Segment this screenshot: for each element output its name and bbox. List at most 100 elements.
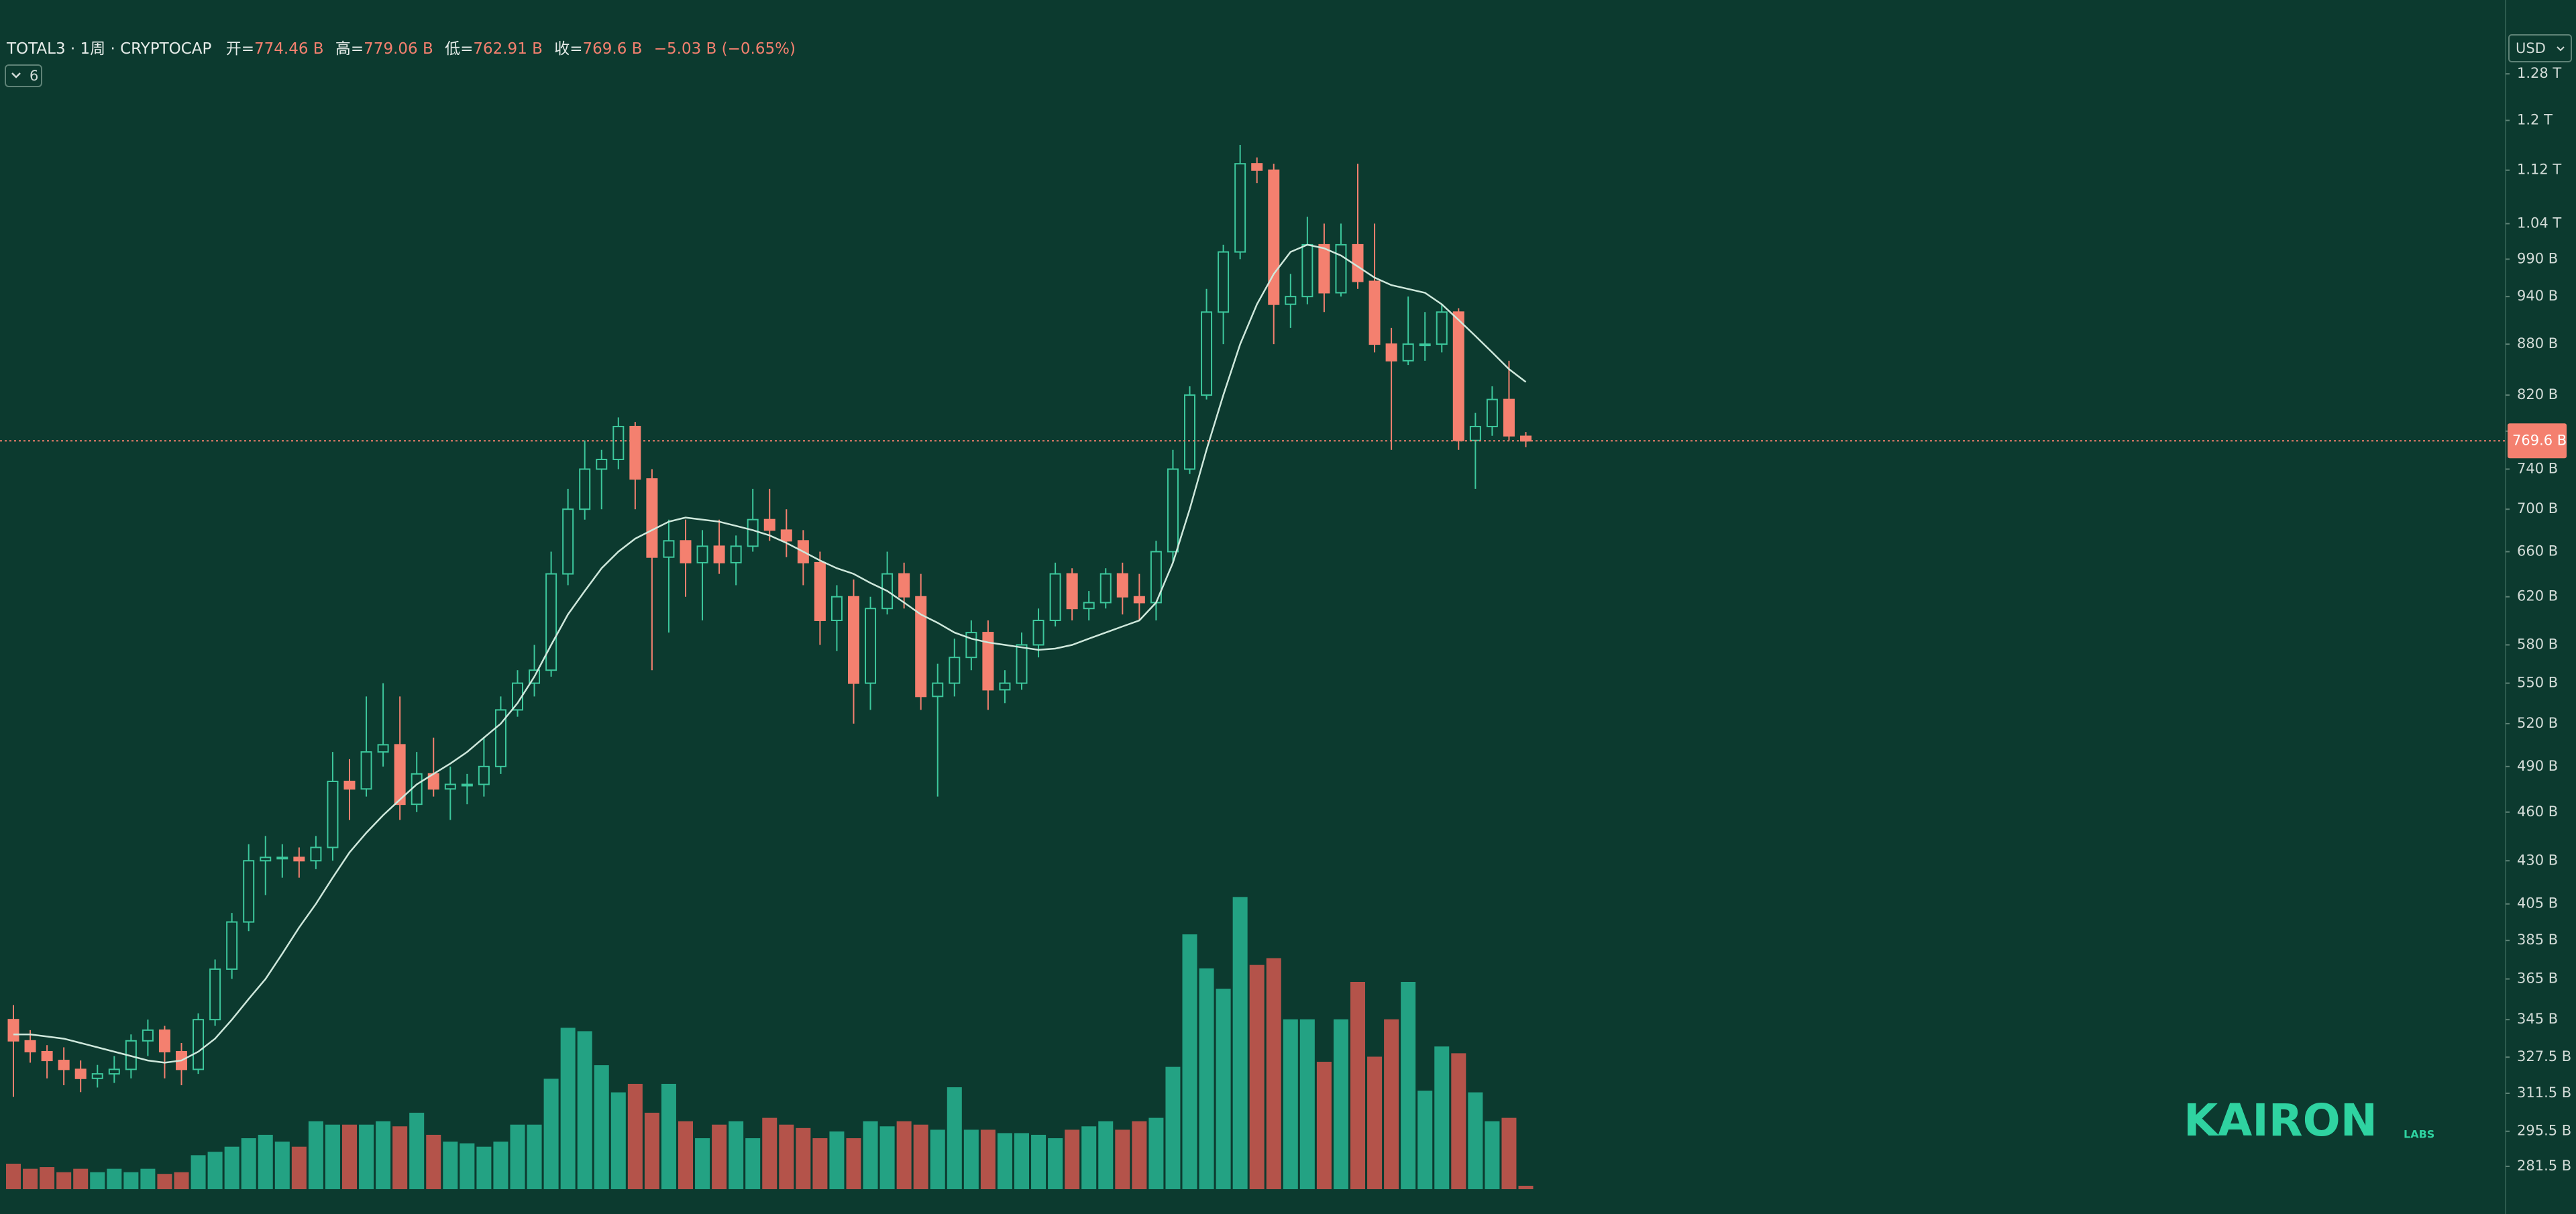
- volume-bar: [1417, 1091, 1433, 1189]
- field-label: 收=: [554, 40, 582, 58]
- candle-body: [1368, 280, 1381, 345]
- candle-body: [1099, 573, 1112, 604]
- candle-body: [596, 459, 608, 470]
- candle-body: [494, 709, 506, 767]
- volume-bar: [1451, 1053, 1466, 1189]
- symbol: TOTAL3 · 1周 · CRYPTOCAP: [6, 40, 212, 58]
- volume-bar: [1283, 1019, 1298, 1189]
- watermark: KAIRON: [2184, 1095, 2377, 1146]
- volume-bar: [73, 1168, 89, 1189]
- volume-bar: [224, 1146, 239, 1189]
- y-tick-label: 365 B: [2517, 971, 2558, 987]
- volume-pane: [6, 897, 1534, 1189]
- candle-body: [327, 780, 339, 848]
- y-tick-label: 1.2 T: [2517, 112, 2553, 128]
- volume-bar: [745, 1138, 761, 1189]
- field-label: 低=: [445, 40, 473, 58]
- volume-bar: [1115, 1129, 1130, 1189]
- y-tick-label: 1.12 T: [2517, 162, 2561, 178]
- candle-body: [74, 1068, 87, 1079]
- volume-bar: [543, 1079, 559, 1189]
- candle-body: [343, 780, 356, 790]
- y-tick-label: 490 B: [2517, 758, 2558, 774]
- candle-body: [377, 744, 389, 753]
- volume-bar: [1468, 1092, 1483, 1189]
- candle-body: [545, 573, 557, 671]
- candle-body: [1318, 243, 1330, 294]
- volume-bar: [207, 1152, 223, 1189]
- candle-body: [730, 545, 742, 563]
- candle-body: [1419, 343, 1431, 347]
- candle-body: [1083, 602, 1095, 610]
- candle-body: [629, 425, 641, 480]
- y-tick-label: 580 B: [2517, 636, 2558, 652]
- y-tick-label: 430 B: [2517, 852, 2558, 868]
- y-tick-label: 1.04 T: [2517, 215, 2561, 231]
- volume-bar: [56, 1172, 72, 1189]
- volume-bar: [661, 1083, 676, 1189]
- candle-body: [7, 1019, 19, 1042]
- volume-bar: [1350, 981, 1365, 1189]
- volume-bar: [779, 1124, 794, 1189]
- volume-bar: [1132, 1121, 1147, 1189]
- volume-bar: [1098, 1121, 1114, 1189]
- volume-bar: [1299, 1019, 1315, 1189]
- candle-body: [1066, 573, 1078, 610]
- y-tick-label: 311.5 B: [2517, 1085, 2571, 1101]
- candle-body: [999, 682, 1011, 691]
- volume-bar: [1199, 968, 1214, 1189]
- candle-body: [91, 1073, 103, 1079]
- volume-bar: [359, 1124, 374, 1189]
- candle-body: [830, 596, 843, 622]
- volume-bar: [241, 1138, 256, 1189]
- candle-body: [58, 1060, 70, 1070]
- volume-bar: [107, 1168, 122, 1189]
- y-tick-label: 660 B: [2517, 543, 2558, 559]
- candle-body: [1049, 573, 1061, 622]
- candle-body: [713, 545, 725, 563]
- chevron: [11, 72, 21, 78]
- candle-body: [276, 857, 288, 860]
- volume-bar: [1014, 1133, 1029, 1189]
- volume-bar: [1401, 981, 1416, 1189]
- select-box[interactable]: [2508, 34, 2572, 62]
- indicator-toggle[interactable]: 6: [5, 64, 42, 87]
- field-value: 774.46 B: [254, 40, 324, 58]
- volume-bar: [460, 1143, 475, 1189]
- volume-bar: [325, 1124, 340, 1189]
- volume-bar: [174, 1172, 189, 1189]
- candle-body: [763, 518, 775, 531]
- candle-body: [1251, 163, 1263, 171]
- candle-body: [310, 846, 322, 862]
- candle-body: [982, 632, 994, 691]
- candle-body: [1385, 343, 1397, 362]
- volume-bar: [879, 1126, 895, 1189]
- volume-bar: [695, 1138, 710, 1189]
- toggle-box[interactable]: [5, 64, 42, 87]
- candle-body: [142, 1029, 154, 1042]
- chevron: [2557, 46, 2565, 52]
- candle-body: [158, 1029, 170, 1052]
- volume-bar: [342, 1124, 357, 1189]
- candle-body: [1486, 398, 1498, 427]
- volume-bar: [796, 1127, 811, 1189]
- volume-bar: [1518, 1185, 1534, 1189]
- y-tick-label: 820 B: [2517, 386, 2558, 402]
- volume-bar: [1232, 897, 1248, 1189]
- volume-bar: [930, 1129, 945, 1189]
- candle-body: [747, 518, 759, 547]
- volume-bar: [40, 1167, 55, 1189]
- candle-body: [646, 478, 658, 558]
- currency-select[interactable]: USD: [2508, 34, 2572, 62]
- y-tick-label: 880 B: [2517, 335, 2558, 351]
- candle-body: [696, 545, 708, 563]
- candle-body: [1452, 311, 1464, 441]
- candle-body: [1133, 596, 1145, 604]
- candle-body: [478, 765, 490, 785]
- volume-bar: [376, 1121, 391, 1189]
- candle-body: [293, 857, 305, 862]
- field-value: 779.06 B: [364, 40, 433, 58]
- y-tick-label: 620 B: [2517, 588, 2558, 604]
